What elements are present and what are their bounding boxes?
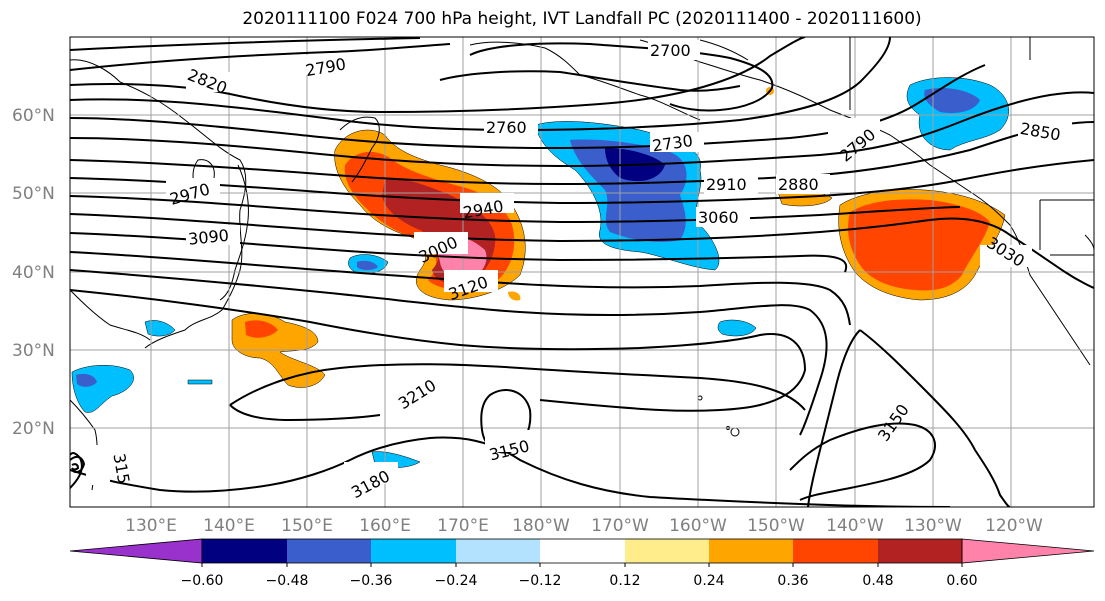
contour-label: 2850 <box>1018 119 1072 145</box>
colorbar-swatch <box>540 539 625 563</box>
colorbar-tick-labels: −0.60 −0.48 −0.36 −0.24 −0.12 0.12 0.24 … <box>181 573 978 589</box>
latitude-labels: 60°N 50°N 40°N 30°N 20°N <box>12 106 55 439</box>
lat-label: 60°N <box>12 106 55 126</box>
colorbar-tick-label: 0.12 <box>609 573 640 589</box>
colorbar-tick-label: 0.48 <box>862 573 893 589</box>
lat-label: 50°N <box>12 184 55 204</box>
colorbar-ticks <box>201 563 963 567</box>
colorbar-tick-label: −0.24 <box>435 573 478 589</box>
svg-text:2910: 2910 <box>706 175 747 194</box>
map-frame <box>69 36 1095 508</box>
colorbar-tick-label: 0.24 <box>693 573 724 589</box>
svg-text:2880: 2880 <box>778 175 819 194</box>
lat-label: 20°N <box>12 419 55 439</box>
contour-label: 2970 <box>166 178 220 209</box>
colorbar-tick-label: −0.60 <box>181 573 224 589</box>
lon-label: 170°E <box>437 516 489 536</box>
colorbar-tick-label: 0.36 <box>777 573 808 589</box>
colorbar-swatch <box>625 539 709 563</box>
lon-label: 140°E <box>203 516 255 536</box>
contour-label: 3060 <box>696 207 750 227</box>
colorbar-swatch <box>878 539 962 563</box>
longitude-labels: 130°E 140°E 150°E 160°E 170°E 180°W 170°… <box>125 516 1043 536</box>
map-title: 2020111100 F024 700 hPa height, IVT Land… <box>242 9 922 29</box>
colorbar-swatch <box>202 539 287 563</box>
contour-label: 3150 <box>485 430 539 465</box>
lon-label: 170°W <box>591 516 649 536</box>
contour-label: 3000 <box>414 232 468 267</box>
colorbar-swatch <box>371 539 456 563</box>
contour-label: 2880 <box>776 174 830 194</box>
colorbar-swatch <box>456 539 540 563</box>
colorbar-swatch <box>793 539 878 563</box>
lon-label: 120°W <box>985 516 1043 536</box>
lon-label: 180°W <box>512 516 570 536</box>
svg-text:2700: 2700 <box>650 41 691 60</box>
colorbar-tick-label: −0.36 <box>350 573 393 589</box>
svg-text:3060: 3060 <box>698 208 739 227</box>
svg-text:3090: 3090 <box>187 226 229 249</box>
contour-label: 2760 <box>484 117 538 137</box>
colorbar-swatch <box>69 538 203 564</box>
lat-label: 30°N <box>12 341 55 361</box>
contour-label: 3090 <box>186 225 240 249</box>
colorbar-swatch <box>709 539 793 563</box>
lat-label: 40°N <box>12 263 55 283</box>
colorbar-tick-label: −0.12 <box>519 573 562 589</box>
colorbar-swatch <box>961 538 1095 564</box>
contour-label: 2730 <box>650 131 704 156</box>
lon-label: 150°E <box>281 516 333 536</box>
colorbar: −0.60 −0.48 −0.36 −0.24 −0.12 0.12 0.24 … <box>69 538 1095 589</box>
colorbar-outline <box>201 538 963 564</box>
lon-label: 140°W <box>826 516 884 536</box>
colorbar-swatch <box>287 539 371 563</box>
lon-label: 160°E <box>359 516 411 536</box>
colorbar-tick-label: 0.60 <box>946 573 977 589</box>
lon-label: 150°W <box>747 516 805 536</box>
lon-label: 160°W <box>669 516 727 536</box>
colorbar-tick-label: −0.48 <box>266 573 309 589</box>
map-panel: 2700 2790 2820 2760 2730 2850 2790 2970 … <box>70 37 1094 507</box>
colorbar-swatches <box>69 538 1095 564</box>
lon-label: 130°E <box>125 516 177 536</box>
contour-label: 2700 <box>648 40 700 60</box>
contour-label: 2910 <box>704 174 758 194</box>
contour-label: 2790 <box>303 54 357 80</box>
lon-label: 130°W <box>904 516 962 536</box>
svg-text:2760: 2760 <box>486 118 527 137</box>
